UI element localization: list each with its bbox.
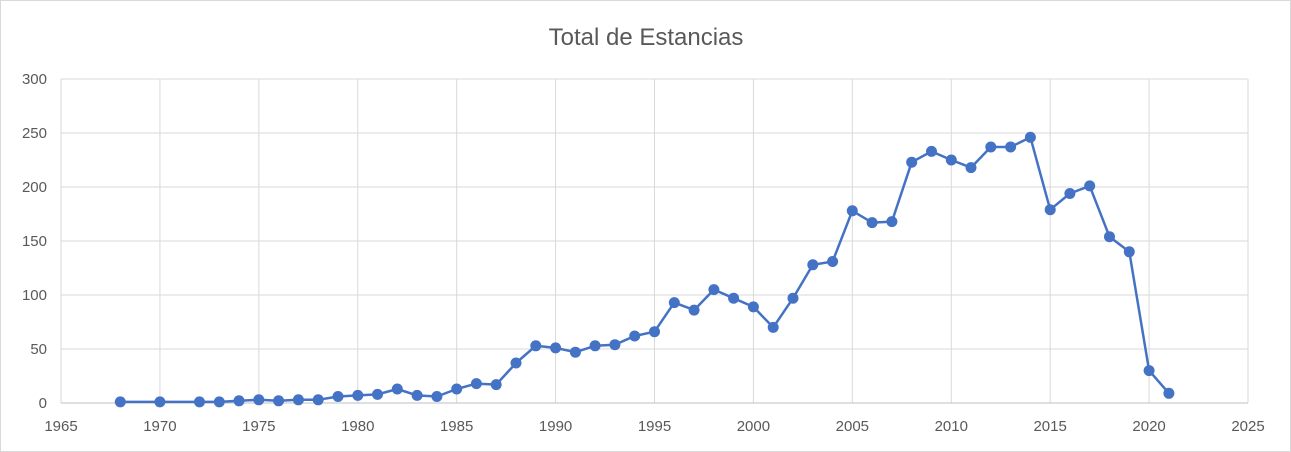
data-point [253, 394, 265, 406]
data-point [589, 340, 601, 352]
y-tick-label: 300 [22, 71, 47, 88]
gridlines [60, 78, 1249, 403]
y-tick-label: 100 [22, 287, 47, 304]
data-point [372, 388, 383, 400]
data-point [1143, 365, 1155, 377]
data-point [1104, 231, 1115, 243]
data-point [1064, 188, 1076, 199]
data-point [233, 395, 245, 407]
x-tick-label: 1980 [341, 418, 374, 435]
x-tick-label: 2010 [935, 418, 968, 435]
x-tick-label: 1990 [539, 418, 572, 435]
data-point [332, 391, 344, 402]
y-tick-label: 150 [22, 233, 47, 250]
data-point [747, 301, 759, 313]
y-tick-label: 0 [39, 395, 47, 412]
data-point [312, 394, 324, 406]
data-point [114, 396, 126, 408]
data-point [530, 340, 542, 352]
data-point [609, 339, 621, 351]
data-point [213, 396, 225, 408]
data-point [550, 342, 562, 354]
x-tick-label: 2000 [737, 418, 770, 435]
x-tick-label: 1975 [242, 418, 275, 435]
data-point [649, 326, 660, 338]
x-tick-label: 1970 [143, 418, 176, 435]
data-point [629, 330, 641, 342]
data-point [510, 357, 522, 369]
data-point [1044, 204, 1056, 216]
y-tick-label: 50 [30, 341, 47, 358]
y-tick-label: 200 [22, 179, 47, 196]
chart-title: Total de Estancias [549, 24, 744, 51]
y-tick-label: 250 [22, 125, 47, 142]
data-point [866, 217, 878, 229]
series-total-de-estancias [114, 131, 1175, 408]
x-tick-label: 1965 [44, 418, 77, 435]
data-point [688, 304, 700, 316]
x-tick-label: 2005 [836, 418, 869, 435]
data-point [411, 389, 423, 401]
data-point [767, 321, 779, 333]
data-point [470, 378, 482, 390]
data-point [194, 396, 205, 408]
data-point [490, 379, 502, 391]
data-point [273, 395, 285, 407]
data-point [431, 391, 443, 402]
data-point [1123, 246, 1135, 258]
data-point [708, 284, 720, 296]
data-point [668, 297, 680, 309]
x-tick-label: 1995 [638, 418, 671, 435]
data-point [1163, 387, 1175, 399]
data-point [352, 389, 364, 401]
data-point [391, 383, 403, 395]
x-tick-label: 1985 [440, 418, 473, 435]
data-point [846, 205, 858, 217]
data-point [985, 141, 997, 153]
tick-labels: 0 50 100 150 200 250 300 1965 1970 1975 1980 1985 19… [22, 71, 1265, 435]
data-point [906, 156, 918, 168]
data-point [1084, 180, 1096, 192]
data-point [451, 383, 463, 395]
data-point [569, 346, 581, 358]
x-tick-label: 2020 [1132, 418, 1165, 435]
data-point [154, 396, 166, 408]
data-point [807, 259, 819, 271]
x-tick-label: 2025 [1231, 418, 1264, 435]
data-point [292, 394, 304, 406]
data-point [926, 145, 937, 157]
data-point [1005, 141, 1017, 153]
data-point [728, 292, 740, 304]
data-point [965, 162, 977, 174]
series-line [120, 136, 1170, 404]
data-point [1024, 131, 1036, 143]
data-point [886, 216, 898, 228]
data-point [945, 154, 957, 166]
data-point [787, 292, 799, 304]
data-point [827, 256, 839, 267]
x-tick-label: 2015 [1033, 418, 1066, 435]
